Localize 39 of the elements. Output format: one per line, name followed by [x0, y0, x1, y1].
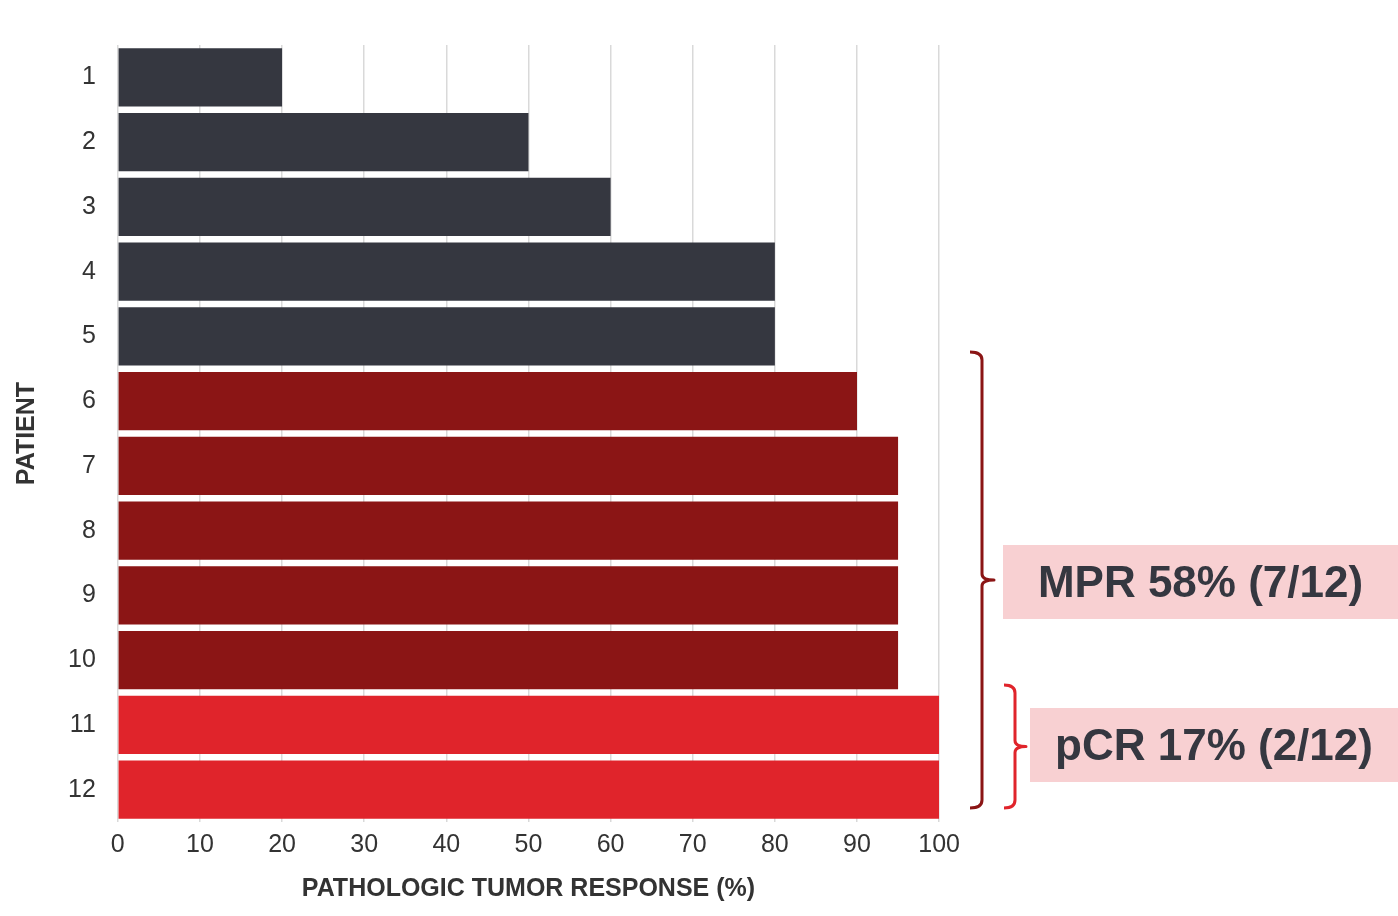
y-tick-label: 1: [81, 61, 96, 90]
x-tick-label: 30: [350, 828, 379, 857]
x-axis-title: PATHOLOGIC TUMOR RESPONSE (%): [301, 872, 756, 901]
bar: [118, 760, 940, 819]
x-tick-label: 20: [268, 828, 296, 857]
x-tick-label: 10: [186, 828, 214, 857]
bar: [118, 177, 611, 237]
x-tick-label: 100: [918, 828, 960, 857]
y-axis-title: PATIENT: [10, 381, 39, 486]
y-tick-label: 6: [81, 385, 96, 414]
text: MPR 58% (7/12): [1003, 545, 1398, 619]
x-tick-label: 70: [678, 828, 707, 857]
bar: [118, 112, 529, 172]
y-tick-label: 7: [81, 449, 96, 478]
y-tick-label: 11: [69, 708, 96, 737]
bar: [118, 371, 858, 431]
bar: [118, 242, 775, 301]
x-tick-label: 90: [843, 828, 871, 857]
x-tick-label: 60: [596, 828, 625, 857]
bar: [118, 695, 940, 755]
bar: [118, 436, 899, 496]
bar: [118, 501, 899, 560]
y-tick-label: 3: [81, 190, 96, 219]
bar: [118, 630, 899, 690]
bar: [118, 566, 899, 625]
x-tick-label: 0: [110, 828, 125, 857]
y-tick-label: 12: [68, 773, 96, 802]
x-tick-label: 80: [760, 828, 789, 857]
y-tick-label: 2: [81, 126, 96, 155]
y-tick-label: 5: [81, 320, 96, 349]
x-tick-label: 40: [432, 828, 461, 857]
y-tick-label: 8: [81, 514, 96, 543]
y-tick-label: 4: [81, 255, 96, 284]
bar: [118, 307, 775, 366]
y-tick-label: 10: [68, 644, 96, 673]
x-tick-label: 50: [514, 828, 543, 857]
bar: [118, 48, 283, 107]
text: pCR 17% (2/12): [1030, 708, 1398, 782]
y-tick-label: 9: [81, 579, 96, 608]
